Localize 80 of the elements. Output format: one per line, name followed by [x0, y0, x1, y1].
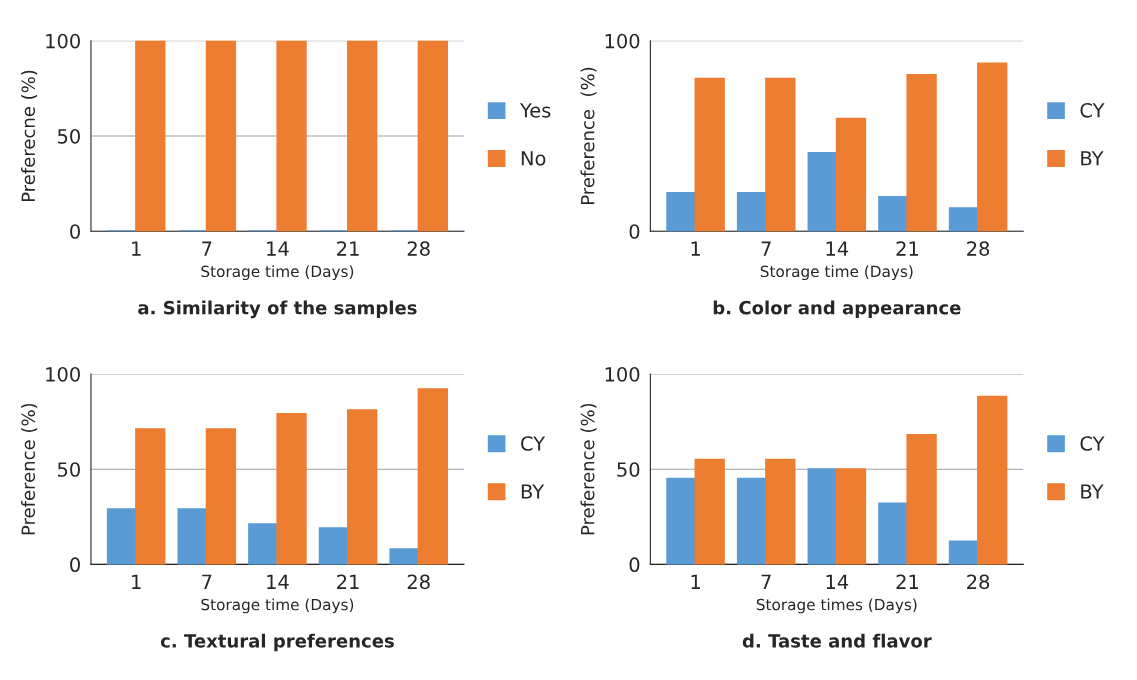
- x-axis-title: Storage times (Days): [756, 598, 917, 614]
- bar: [666, 192, 697, 232]
- y-axis-title: Preferecne (%): [21, 70, 38, 202]
- bar: [906, 433, 937, 565]
- y-tick-label: 100: [605, 366, 640, 382]
- x-axis-title: Storage time (Days): [760, 265, 913, 281]
- x-tick-label: 21: [337, 241, 359, 256]
- y-tick-label: 100: [46, 33, 80, 49]
- bar: [977, 62, 1008, 232]
- bar: [835, 117, 867, 232]
- x-tick-label: 28: [967, 574, 990, 590]
- legend-label: CY: [521, 436, 546, 451]
- bar: [135, 428, 166, 565]
- legend-label: CY: [1080, 102, 1105, 118]
- x-tick-label: 21: [337, 574, 359, 589]
- text: b. Color and appearance: [713, 300, 961, 319]
- y-tick-label: 50: [617, 462, 640, 477]
- y-axis-title: Preference (%): [21, 403, 38, 535]
- x-tick-label: 21: [896, 241, 919, 256]
- x-tick-label: 1: [132, 241, 141, 256]
- bar: [177, 508, 208, 565]
- legend-label: BY: [1081, 484, 1104, 499]
- bar: [765, 458, 796, 565]
- x-tick-label: 7: [202, 574, 212, 589]
- bar: [807, 152, 838, 232]
- bar: [417, 388, 448, 565]
- bar: [248, 523, 279, 565]
- legend-label: CY: [1080, 436, 1105, 451]
- y-tick-label: 0: [629, 224, 640, 239]
- x-tick-label: 28: [407, 574, 430, 590]
- x-tick-label: 7: [202, 241, 212, 256]
- x-axis-title: Storage time (Days): [201, 265, 354, 281]
- bar: [765, 77, 796, 232]
- bar: [389, 548, 420, 565]
- bar: [807, 468, 838, 565]
- y-tick-label: 100: [46, 366, 80, 382]
- bar: [694, 458, 725, 565]
- legend-label: No: [521, 151, 546, 166]
- bar: [736, 192, 768, 232]
- x-tick-label: 14: [267, 574, 289, 589]
- legend-label: BY: [1081, 151, 1104, 166]
- y-tick-label: 0: [70, 557, 80, 573]
- bar: [276, 412, 307, 565]
- y-tick-label: 0: [70, 224, 80, 239]
- x-tick-label: 28: [407, 241, 430, 256]
- bar: [878, 502, 909, 565]
- y-axis-title: Preference (%): [580, 403, 597, 535]
- text: c. Textural preferences: [160, 633, 394, 652]
- x-tick-label: 28: [967, 241, 990, 256]
- y-tick-label: 50: [58, 128, 80, 144]
- x-tick-label: 14: [267, 241, 289, 256]
- x-tick-label: 14: [826, 241, 849, 256]
- x-tick-label: 21: [896, 574, 919, 589]
- y-axis-title: Preference (%): [580, 67, 597, 204]
- x-tick-label: 1: [691, 241, 700, 256]
- text: d. Taste and flavor: [742, 633, 932, 648]
- text: a. Similarity of the samples: [138, 300, 417, 319]
- bar: [736, 477, 768, 565]
- bar: [694, 77, 725, 232]
- bar: [948, 207, 980, 232]
- bar: [318, 527, 350, 565]
- bar: [835, 468, 867, 565]
- x-tick-label: 1: [691, 574, 700, 589]
- x-axis-title: Storage time (Days): [201, 598, 354, 614]
- legend-label: BY: [521, 484, 545, 499]
- y-tick-label: 100: [605, 33, 640, 49]
- y-tick-label: 0: [629, 557, 640, 573]
- x-tick-label: 14: [826, 574, 849, 589]
- bar: [666, 477, 697, 565]
- bar: [205, 428, 237, 565]
- bar: [906, 74, 937, 232]
- bar: [106, 508, 138, 565]
- bar: [878, 195, 909, 232]
- x-tick-label: 7: [761, 574, 771, 589]
- x-tick-label: 7: [761, 241, 771, 256]
- bar: [977, 395, 1008, 565]
- x-tick-label: 1: [132, 574, 141, 589]
- bar: [347, 409, 378, 565]
- y-tick-label: 50: [58, 462, 80, 477]
- legend-label: Yes: [519, 103, 551, 118]
